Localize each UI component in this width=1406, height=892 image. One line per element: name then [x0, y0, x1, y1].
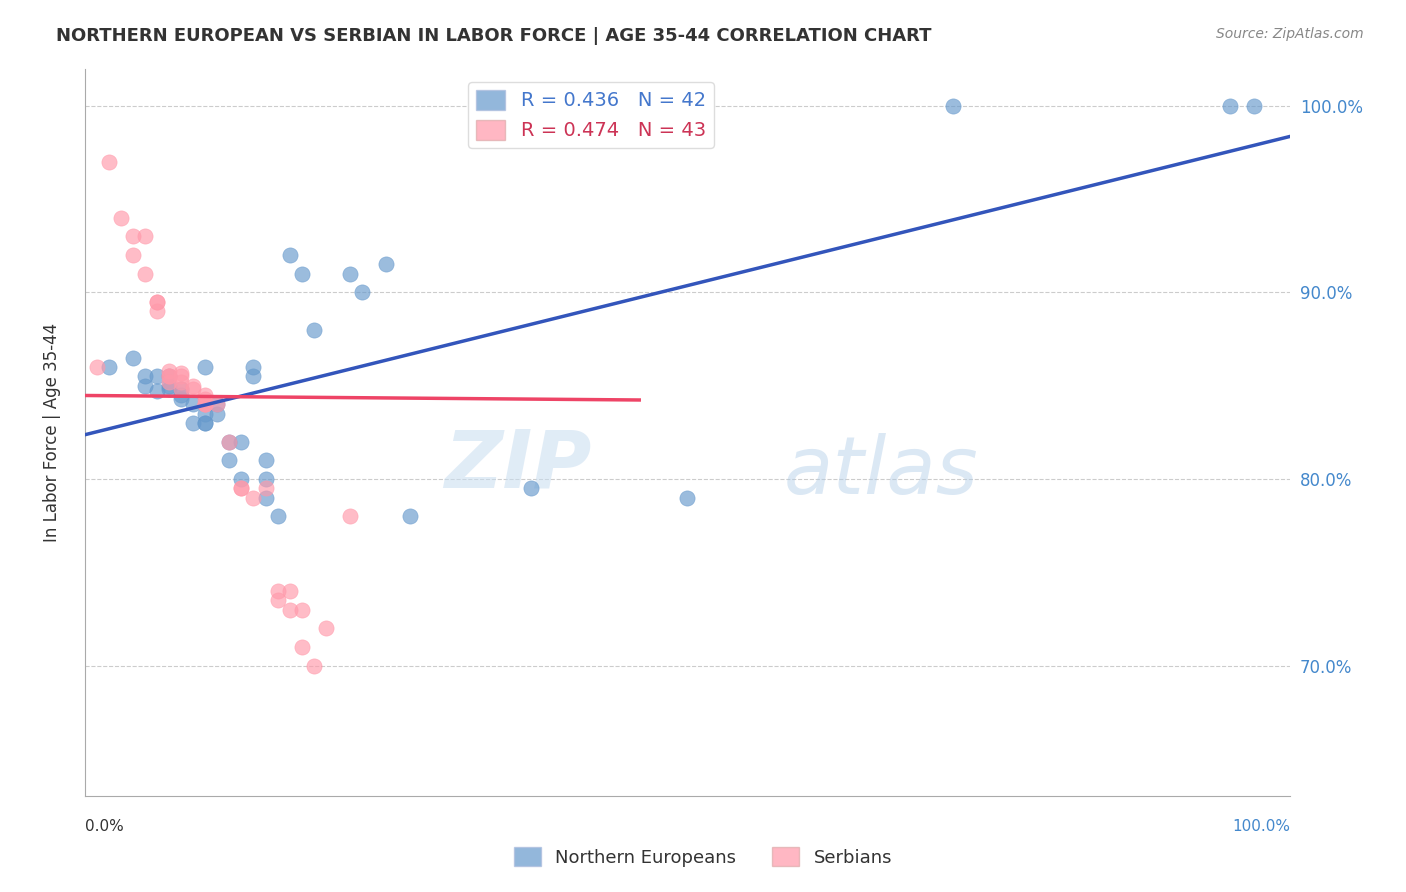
- Point: [266, 584, 288, 599]
- Point: [302, 323, 325, 337]
- Y-axis label: In Labor Force | Age 35-44: In Labor Force | Age 35-44: [44, 323, 60, 542]
- Point: [350, 285, 373, 300]
- Point: [1243, 99, 1265, 113]
- Point: [146, 384, 169, 399]
- Text: 100.0%: 100.0%: [1232, 819, 1291, 834]
- Text: 0.0%: 0.0%: [84, 819, 124, 834]
- Point: [170, 383, 193, 397]
- Point: [97, 360, 120, 375]
- Point: [146, 294, 169, 309]
- Point: [207, 397, 229, 411]
- Point: [291, 267, 314, 281]
- Point: [194, 397, 217, 411]
- Point: [157, 369, 180, 384]
- Point: [278, 248, 301, 262]
- Point: [170, 388, 193, 402]
- Point: [134, 267, 156, 281]
- Text: ZIP: ZIP: [444, 426, 591, 504]
- Point: [242, 360, 264, 375]
- Point: [146, 294, 169, 309]
- Point: [194, 407, 217, 421]
- Point: [181, 378, 204, 392]
- Text: atlas: atlas: [785, 434, 979, 511]
- Text: Source: ZipAtlas.com: Source: ZipAtlas.com: [1216, 27, 1364, 41]
- Point: [170, 392, 193, 406]
- Point: [122, 248, 145, 262]
- Point: [339, 509, 361, 524]
- Point: [181, 397, 204, 411]
- Point: [1219, 99, 1241, 113]
- Point: [266, 593, 288, 607]
- Point: [157, 378, 180, 392]
- Text: NORTHERN EUROPEAN VS SERBIAN IN LABOR FORCE | AGE 35-44 CORRELATION CHART: NORTHERN EUROPEAN VS SERBIAN IN LABOR FO…: [56, 27, 932, 45]
- Point: [157, 375, 180, 389]
- Point: [97, 154, 120, 169]
- Point: [218, 434, 240, 449]
- Point: [242, 491, 264, 505]
- Point: [254, 482, 277, 496]
- Point: [254, 453, 277, 467]
- Point: [218, 434, 240, 449]
- Point: [231, 472, 253, 486]
- Point: [302, 658, 325, 673]
- Point: [157, 369, 180, 384]
- Point: [942, 99, 965, 113]
- Point: [242, 369, 264, 384]
- Point: [375, 257, 398, 271]
- Point: [278, 602, 301, 616]
- Point: [519, 99, 541, 113]
- Point: [399, 509, 422, 524]
- Point: [110, 211, 132, 225]
- Point: [146, 369, 169, 384]
- Point: [266, 509, 288, 524]
- Point: [231, 434, 253, 449]
- Point: [194, 388, 217, 402]
- Point: [207, 407, 229, 421]
- Point: [339, 267, 361, 281]
- Point: [531, 99, 554, 113]
- Point: [194, 360, 217, 375]
- Point: [207, 397, 229, 411]
- Point: [231, 482, 253, 496]
- Point: [134, 229, 156, 244]
- Point: [676, 491, 699, 505]
- Point: [170, 366, 193, 380]
- Point: [278, 584, 301, 599]
- Point: [291, 602, 314, 616]
- Point: [157, 364, 180, 378]
- Point: [254, 472, 277, 486]
- Point: [254, 491, 277, 505]
- Legend: R = 0.436   N = 42, R = 0.474   N = 43: R = 0.436 N = 42, R = 0.474 N = 43: [468, 82, 713, 148]
- Point: [86, 360, 108, 375]
- Point: [170, 383, 193, 397]
- Point: [194, 397, 217, 411]
- Point: [122, 229, 145, 244]
- Point: [291, 640, 314, 654]
- Point: [134, 378, 156, 392]
- Point: [194, 416, 217, 430]
- Point: [181, 383, 204, 397]
- Point: [146, 304, 169, 318]
- Point: [194, 416, 217, 430]
- Point: [157, 383, 180, 397]
- Point: [519, 482, 541, 496]
- Point: [170, 375, 193, 389]
- Legend: Northern Europeans, Serbians: Northern Europeans, Serbians: [506, 840, 900, 874]
- Point: [544, 99, 567, 113]
- Point: [194, 392, 217, 406]
- Point: [218, 453, 240, 467]
- Point: [231, 482, 253, 496]
- Point: [170, 369, 193, 384]
- Point: [181, 416, 204, 430]
- Point: [134, 369, 156, 384]
- Point: [315, 621, 337, 635]
- Point: [194, 397, 217, 411]
- Point: [122, 351, 145, 365]
- Point: [157, 369, 180, 384]
